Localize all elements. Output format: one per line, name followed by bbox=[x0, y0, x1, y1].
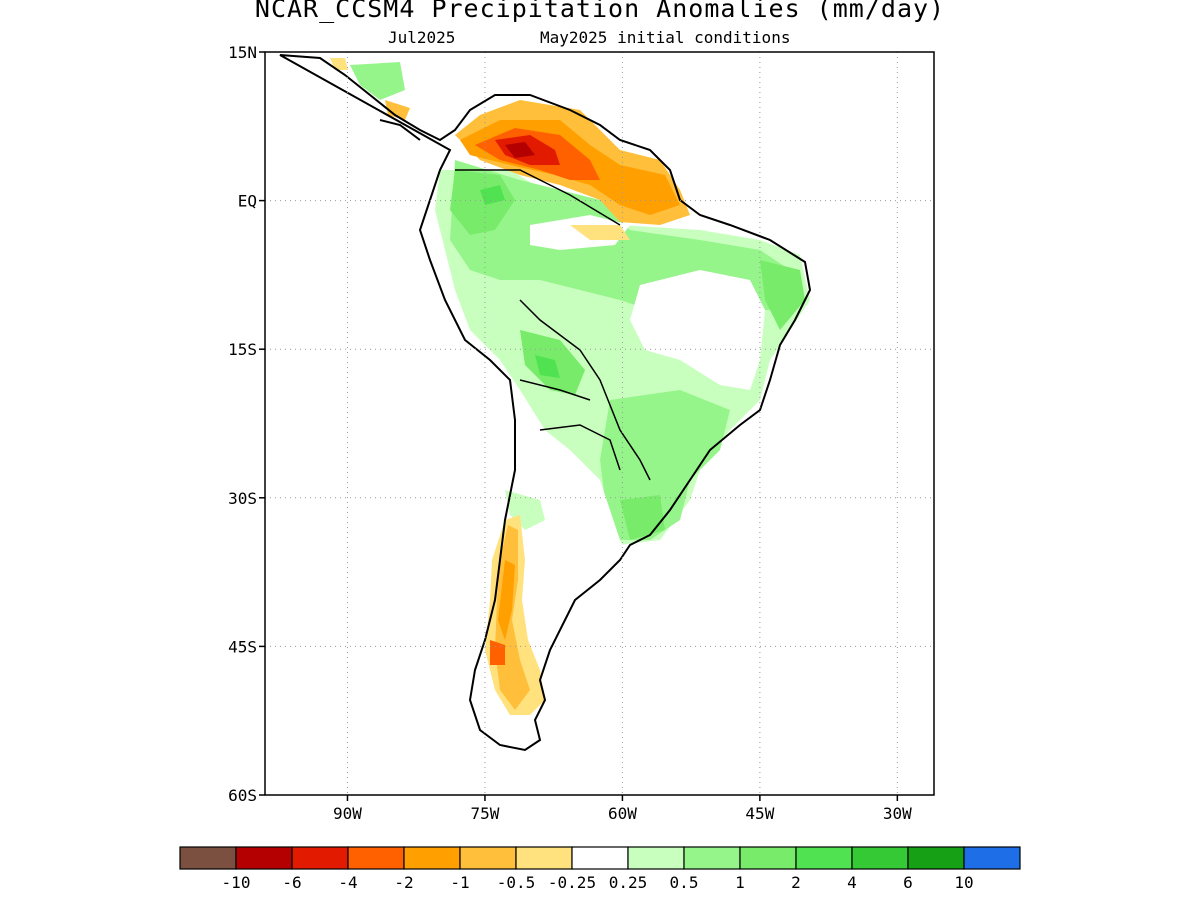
colorbar-label: 10 bbox=[954, 873, 973, 892]
colorbar-swatch bbox=[739, 846, 797, 870]
colorbar-swatch bbox=[795, 846, 853, 870]
colorbar-label: 2 bbox=[791, 873, 801, 892]
colorbar-label: -1 bbox=[450, 873, 469, 892]
colorbar-swatch bbox=[179, 846, 237, 870]
lon-tick-label: 90W bbox=[333, 804, 362, 823]
colorbar-swatch bbox=[291, 846, 349, 870]
lon-tick-label: 60W bbox=[608, 804, 637, 823]
forecast-month: Jul2025 bbox=[388, 28, 456, 47]
initial-conditions: May2025 initial conditions bbox=[540, 28, 791, 47]
colorbar-swatch bbox=[851, 846, 909, 870]
colorbar-swatch bbox=[459, 846, 517, 870]
colorbar-label: 0.25 bbox=[609, 873, 648, 892]
colorbar-label: 4 bbox=[847, 873, 857, 892]
colorbar-labels: -10 -6 -4 -2 -1 -0.5 -0.25 0.25 0.5 1 2 4 6 10 bbox=[222, 873, 974, 892]
longitude-axis: 90W 75W 60W 45W 30W bbox=[333, 795, 912, 823]
colorbar-label: 6 bbox=[903, 873, 913, 892]
lat-tick-label: 45S bbox=[228, 637, 257, 656]
latitude-axis: 15N EQ 15S 30S 45S 60S bbox=[228, 43, 265, 805]
map-frame bbox=[264, 51, 935, 796]
lon-tick-label: 30W bbox=[883, 804, 912, 823]
colorbar-swatch bbox=[907, 846, 965, 870]
colorbar-label: 1 bbox=[735, 873, 745, 892]
lat-tick-label: 30S bbox=[228, 489, 257, 508]
colorbar-label: -4 bbox=[338, 873, 357, 892]
lat-tick-label: 15S bbox=[228, 340, 257, 359]
lat-tick-label: 15N bbox=[228, 43, 257, 62]
lon-tick-label: 75W bbox=[470, 804, 499, 823]
colorbar-label: -10 bbox=[222, 873, 251, 892]
colorbar-swatch bbox=[627, 846, 685, 870]
colorbar-label: -0.5 bbox=[497, 873, 536, 892]
colorbar-swatch bbox=[347, 846, 405, 870]
lon-tick-label: 45W bbox=[745, 804, 774, 823]
lat-tick-label: EQ bbox=[238, 192, 257, 211]
lat-tick-label: 60S bbox=[228, 786, 257, 805]
colorbar-label: 0.5 bbox=[670, 873, 699, 892]
colorbar-swatch bbox=[403, 846, 461, 870]
map-title: NCAR_CCSM4 Precipitation Anomalies (mm/d… bbox=[254, 0, 946, 23]
coastline-outline bbox=[279, 54, 812, 752]
colorbar-label: -0.25 bbox=[548, 873, 596, 892]
colorbar-swatch bbox=[515, 846, 573, 870]
colorbar bbox=[179, 846, 1021, 870]
colorbar-swatch bbox=[963, 846, 1021, 870]
colorbar-label: -2 bbox=[394, 873, 413, 892]
colorbar-swatch bbox=[683, 846, 741, 870]
colorbar-swatch bbox=[235, 846, 293, 870]
colorbar-swatch bbox=[571, 846, 629, 870]
anomaly-shading bbox=[330, 58, 810, 715]
colorbar-label: -6 bbox=[282, 873, 301, 892]
